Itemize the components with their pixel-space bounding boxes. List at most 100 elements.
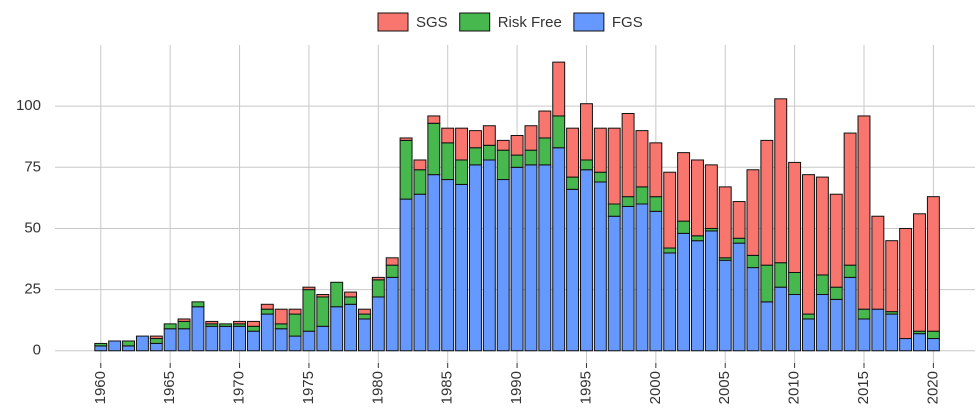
bar-segment bbox=[677, 220, 691, 234]
legend-swatch bbox=[377, 12, 409, 32]
bar-segment bbox=[122, 340, 136, 347]
bar-segment bbox=[732, 242, 746, 352]
bar-segment bbox=[149, 338, 163, 344]
bar-segment bbox=[149, 335, 163, 340]
bar-segment bbox=[163, 323, 177, 330]
bar-segment bbox=[496, 179, 510, 352]
bar-segment bbox=[496, 149, 510, 181]
bar-segment bbox=[191, 301, 205, 308]
bar-segment bbox=[510, 135, 524, 156]
bar-segment bbox=[774, 262, 788, 288]
bar-segment bbox=[635, 186, 649, 205]
bar-segment bbox=[94, 345, 108, 352]
bar-segment bbox=[427, 122, 441, 176]
bar-segment bbox=[191, 306, 205, 352]
bar-segment bbox=[885, 313, 899, 352]
bar-segment bbox=[399, 198, 413, 352]
bar-segment bbox=[330, 281, 344, 308]
bar-segment bbox=[149, 342, 163, 352]
bar-segment bbox=[802, 313, 815, 320]
x-tick-label: 1980 bbox=[369, 371, 386, 404]
bar-segment bbox=[579, 103, 593, 161]
bar-segment bbox=[843, 276, 857, 352]
bar-segment bbox=[843, 132, 857, 266]
bar-segment bbox=[621, 205, 635, 352]
bar-segment bbox=[288, 308, 302, 315]
bar-segment bbox=[857, 318, 871, 352]
bar-segment bbox=[829, 193, 843, 288]
bar-segment bbox=[219, 323, 233, 327]
bar-segment bbox=[344, 303, 358, 352]
bar-segment bbox=[357, 318, 371, 352]
bar-segment bbox=[316, 294, 330, 298]
legend-label: Risk Free bbox=[498, 14, 562, 31]
bar-segment bbox=[566, 127, 580, 178]
bar-segment bbox=[593, 127, 607, 173]
bar-segment bbox=[482, 125, 496, 146]
bar-segment bbox=[357, 313, 371, 320]
bar-segment bbox=[427, 174, 441, 352]
bar-segment bbox=[246, 320, 260, 327]
bar-segment bbox=[274, 328, 288, 352]
bar-segment bbox=[802, 318, 815, 352]
bar-segment bbox=[260, 313, 274, 352]
x-tick-label: 2015 bbox=[855, 371, 872, 404]
bar-segment bbox=[926, 330, 940, 340]
bar-segment bbox=[566, 176, 580, 190]
bar-segment bbox=[246, 330, 260, 352]
bar-segment bbox=[788, 161, 802, 273]
bar-segment bbox=[552, 61, 566, 117]
x-tick-label: 1975 bbox=[300, 371, 317, 404]
bar-segment bbox=[538, 164, 552, 352]
bar-segment bbox=[677, 232, 691, 352]
bar-segment bbox=[177, 320, 191, 330]
bar-segment bbox=[552, 115, 566, 149]
bar-segment bbox=[288, 335, 302, 352]
bar-segment bbox=[427, 115, 441, 124]
bar-segment bbox=[205, 320, 219, 325]
bar-segment bbox=[274, 308, 288, 325]
bar-segment bbox=[316, 325, 330, 352]
bar-segment bbox=[635, 203, 649, 352]
bar-segment bbox=[399, 137, 413, 141]
bar-segment bbox=[441, 142, 455, 181]
bar-segment bbox=[468, 164, 482, 352]
bar-segment bbox=[788, 294, 802, 352]
y-tick-label: 25 bbox=[24, 281, 41, 298]
bar-segment bbox=[857, 308, 871, 320]
bar-segment bbox=[913, 333, 926, 352]
bar-segment bbox=[566, 188, 580, 352]
bar-segment bbox=[649, 142, 663, 198]
bar-segment bbox=[663, 247, 677, 254]
bar-segment bbox=[441, 127, 455, 144]
bar-segment bbox=[482, 144, 496, 161]
bar-segment bbox=[108, 340, 122, 352]
bar-segment bbox=[177, 318, 191, 322]
bar-segment bbox=[718, 186, 732, 259]
bar-segment bbox=[385, 257, 399, 266]
bar-segment bbox=[219, 325, 233, 352]
bar-segment bbox=[524, 149, 538, 166]
bar-segment bbox=[746, 267, 760, 352]
x-tick-label: 2005 bbox=[716, 371, 733, 404]
x-tick-label: 1995 bbox=[577, 371, 594, 404]
bar-segment bbox=[344, 291, 358, 298]
legend-swatch bbox=[459, 12, 491, 32]
bar-segment bbox=[524, 164, 538, 352]
bar-segment bbox=[899, 338, 913, 352]
bar-segment bbox=[704, 230, 718, 352]
bar-segment bbox=[357, 308, 371, 315]
bar-segment bbox=[260, 303, 274, 310]
bar-segment bbox=[843, 264, 857, 278]
bar-segment bbox=[413, 159, 427, 171]
bar-segment bbox=[371, 276, 385, 281]
bar-segment bbox=[538, 137, 552, 166]
bar-segment bbox=[233, 325, 247, 352]
bar-segment bbox=[302, 330, 316, 352]
bar-segment bbox=[802, 174, 815, 315]
x-tick-label: 1985 bbox=[439, 371, 456, 404]
bar-segment bbox=[177, 328, 191, 352]
bar-segment bbox=[746, 254, 760, 269]
bar-segment bbox=[926, 338, 940, 352]
x-tick-label: 2010 bbox=[786, 371, 803, 404]
